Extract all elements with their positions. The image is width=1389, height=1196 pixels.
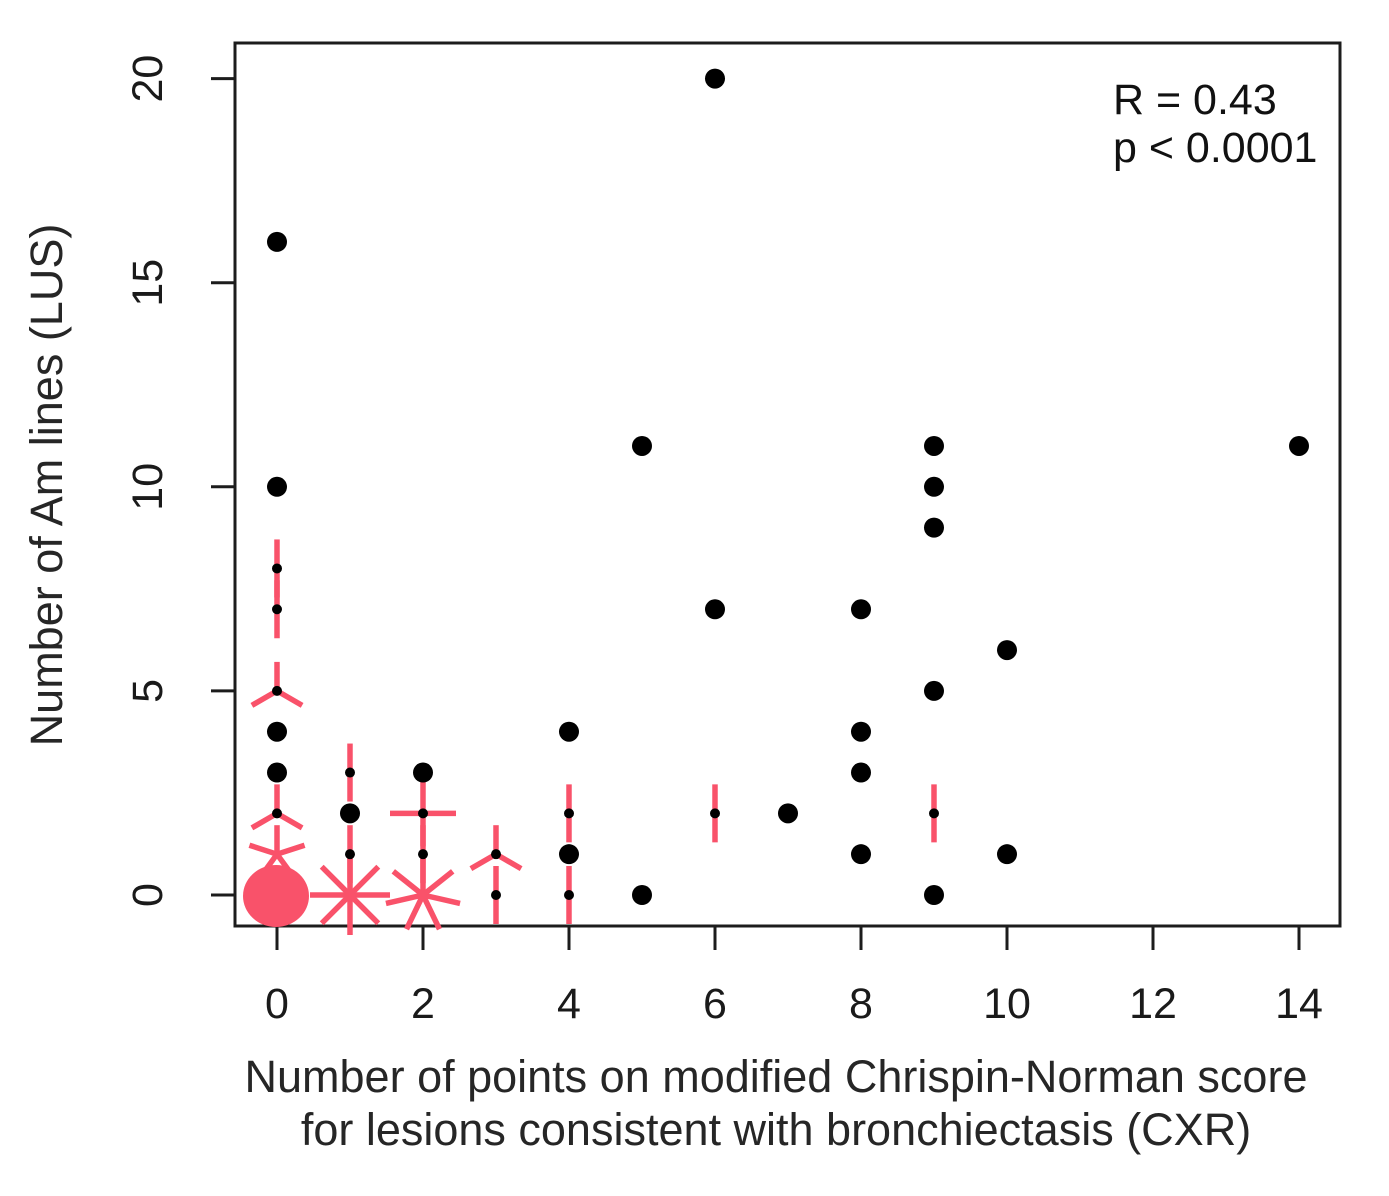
sunflower-petal bbox=[421, 869, 455, 898]
sunflower-petal bbox=[319, 864, 352, 897]
y-tick-label: 5 bbox=[124, 679, 172, 703]
annotation-r-value: R = 0.43 bbox=[1113, 76, 1277, 124]
sunflower-center-dot bbox=[272, 808, 282, 819]
sunflower-petal bbox=[391, 869, 425, 898]
y-axis-tick-labels: 0 5 10 15 20 bbox=[124, 55, 172, 907]
data-point-dots bbox=[267, 68, 1309, 905]
y-tick-label: 0 bbox=[124, 883, 172, 907]
sunflower-center-dots bbox=[272, 563, 939, 900]
sunflower-petal bbox=[420, 893, 442, 931]
sunflower-center-dot bbox=[272, 563, 282, 574]
x-tick-label: 14 bbox=[1275, 980, 1323, 1028]
data-point bbox=[851, 762, 871, 783]
x-tick-label: 10 bbox=[983, 980, 1031, 1028]
x-tick-label: 6 bbox=[703, 980, 727, 1028]
data-point bbox=[632, 885, 652, 905]
x-axis-title-line1: Number of points on modified Chrispin-No… bbox=[245, 1051, 1308, 1102]
data-point bbox=[778, 803, 798, 824]
y-tick-label: 20 bbox=[124, 55, 172, 103]
data-point bbox=[851, 844, 871, 865]
sunflower-center-dot bbox=[345, 767, 355, 778]
x-axis-title-line2: for lesions consistent with bronchiectas… bbox=[301, 1104, 1251, 1155]
data-point bbox=[924, 517, 944, 538]
data-point bbox=[997, 844, 1017, 865]
sunflower-center-dot bbox=[272, 685, 282, 696]
data-point bbox=[340, 803, 360, 824]
sunflower-center-dot bbox=[418, 808, 428, 819]
y-axis-ticks bbox=[211, 77, 235, 897]
data-point bbox=[413, 762, 433, 783]
data-point bbox=[267, 231, 287, 252]
y-axis-title: Number of Am lines (LUS) bbox=[21, 224, 72, 747]
cluster-disc-marker bbox=[243, 865, 309, 927]
sunflower-petal bbox=[348, 864, 381, 897]
sunflower-center-dot bbox=[929, 808, 939, 819]
sunflower-petal bbox=[248, 842, 278, 857]
sunflower-center-dot bbox=[418, 849, 428, 860]
annotation-p-value: p < 0.0001 bbox=[1113, 124, 1317, 172]
sunflower-center-dot bbox=[491, 849, 501, 860]
x-tick-label: 4 bbox=[557, 980, 581, 1028]
data-point bbox=[267, 762, 287, 783]
data-point bbox=[924, 476, 944, 497]
sunflower-petal bbox=[276, 842, 306, 857]
sunflower-center-dot bbox=[491, 890, 501, 900]
x-tick-label: 12 bbox=[1129, 980, 1177, 1028]
sunflower-center-dot bbox=[710, 808, 720, 819]
sunflower-center-dot bbox=[564, 890, 574, 900]
data-point bbox=[705, 599, 725, 620]
y-tick-label: 10 bbox=[124, 463, 172, 511]
x-axis-ticks bbox=[275, 926, 1301, 950]
sunflower-petal bbox=[385, 892, 424, 907]
data-point bbox=[924, 435, 944, 456]
data-point bbox=[924, 885, 944, 905]
data-point bbox=[559, 721, 579, 742]
sunflower-petal bbox=[404, 893, 426, 931]
sunflower-center-dot bbox=[345, 849, 355, 860]
data-point bbox=[924, 680, 944, 701]
data-point bbox=[1289, 435, 1309, 456]
data-point bbox=[851, 721, 871, 742]
x-tick-label: 0 bbox=[265, 980, 289, 1028]
sunflower-petal bbox=[422, 892, 461, 907]
sunflower-petals bbox=[248, 539, 937, 935]
sunflower-petal bbox=[319, 893, 352, 926]
y-tick-label: 15 bbox=[124, 259, 172, 307]
plot-box bbox=[233, 41, 1342, 928]
sunflower-petal bbox=[348, 893, 381, 926]
data-point bbox=[267, 721, 287, 742]
sunflower-center-dot bbox=[272, 604, 282, 615]
data-point bbox=[632, 435, 652, 456]
sunflower-center-dot bbox=[564, 808, 574, 819]
data-point bbox=[559, 844, 579, 865]
x-axis-tick-labels: 0 2 4 6 8 10 12 14 bbox=[265, 980, 1323, 1028]
data-point bbox=[851, 599, 871, 620]
x-tick-label: 2 bbox=[411, 980, 435, 1028]
data-point bbox=[997, 640, 1017, 661]
data-point bbox=[267, 476, 287, 497]
x-tick-label: 8 bbox=[849, 980, 873, 1028]
data-point bbox=[705, 68, 725, 89]
